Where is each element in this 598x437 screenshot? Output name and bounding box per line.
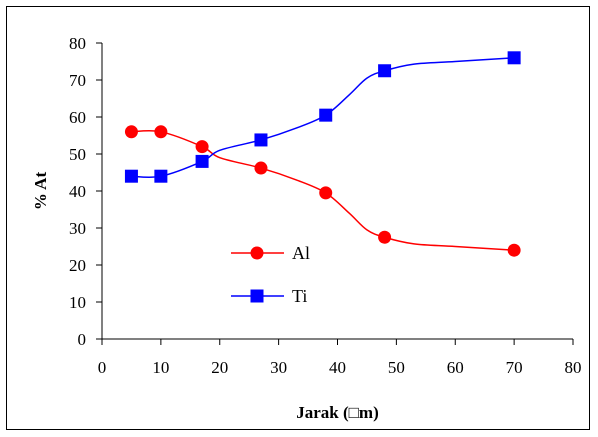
data-point-ti (124, 169, 138, 183)
y-tick-label: 20 (69, 256, 86, 275)
x-tick-label: 20 (211, 358, 228, 377)
data-point-al (195, 140, 209, 154)
x-tick-label: 30 (270, 358, 287, 377)
legend: Al Ti (231, 243, 310, 306)
legend-label-ti: Ti (292, 286, 307, 306)
data-point-ti (507, 51, 521, 65)
axes (96, 42, 574, 345)
legend-item-al: Al (231, 243, 310, 263)
y-tick-label: 60 (69, 108, 86, 127)
data-point-ti (254, 133, 268, 147)
y-tick-label: 0 (78, 330, 87, 349)
data-point-al (319, 186, 333, 200)
x-tick-label: 60 (447, 358, 464, 377)
data-point-ti (378, 64, 392, 78)
series-layer (124, 51, 521, 257)
y-tick-label: 40 (69, 182, 86, 201)
legend-item-ti: Ti (231, 286, 307, 306)
x-tick-label: 50 (388, 358, 405, 377)
y-tick-labels: 0 10 20 30 40 50 60 70 80 (69, 34, 86, 349)
x-axis-title: Jarak (□m) (296, 403, 379, 422)
y-tick-label: 80 (69, 34, 86, 53)
data-point-al (254, 161, 268, 175)
x-tick-labels: 0 10 20 30 40 50 60 70 80 (98, 358, 582, 377)
y-tick-label: 70 (69, 71, 86, 90)
x-tick-label: 10 (152, 358, 169, 377)
y-axis-title: % At (31, 172, 50, 211)
x-tick-label: 70 (506, 358, 523, 377)
legend-label-al: Al (292, 243, 310, 263)
series-al (124, 125, 521, 257)
data-point-ti (195, 154, 209, 168)
y-tick-label: 50 (69, 145, 86, 164)
series-ti (124, 51, 521, 183)
data-point-ti (319, 108, 333, 122)
legend-marker-ti (250, 289, 264, 303)
data-point-al (507, 243, 521, 257)
legend-marker-al (250, 246, 264, 260)
chart-frame (6, 6, 590, 430)
x-tick-label: 80 (565, 358, 582, 377)
data-point-ti (154, 169, 168, 183)
data-point-al (154, 125, 168, 139)
data-point-al (124, 125, 138, 139)
x-tick-label: 40 (329, 358, 346, 377)
data-point-al (378, 230, 392, 244)
x-tick-label: 0 (98, 358, 107, 377)
y-tick-label: 10 (69, 293, 86, 312)
y-tick-label: 30 (69, 219, 86, 238)
